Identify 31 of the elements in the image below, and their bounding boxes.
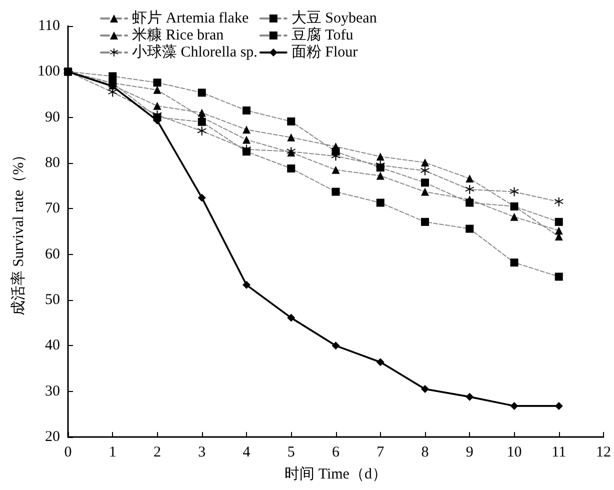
- y-tick-label: 30: [45, 383, 60, 400]
- x-tick-label: 7: [376, 444, 385, 460]
- y-tick-label: 110: [38, 18, 60, 34]
- legend-label: 面粉 Flour: [291, 44, 358, 60]
- x-tick-label: 1: [108, 444, 116, 460]
- y-tick-label: 60: [45, 246, 60, 262]
- y-tick-label: 40: [45, 338, 60, 354]
- y-tick-label: 20: [45, 429, 60, 445]
- legend-label: 米糠 Rice bran: [132, 26, 224, 44]
- legend-label: 小球藻 Chlorella sp.: [132, 44, 258, 60]
- x-tick-label: 6: [332, 444, 340, 460]
- y-tick-label: 90: [45, 109, 60, 126]
- legend-label: 大豆 Soybean: [291, 10, 378, 26]
- x-tick-label: 2: [154, 444, 161, 460]
- x-tick-label: 8: [421, 444, 429, 460]
- y-tick-label: 50: [45, 292, 60, 308]
- x-tick-label: 4: [242, 444, 251, 460]
- x-tick-label: 11: [552, 444, 566, 460]
- x-axis-title: 时间 Time（d）: [284, 466, 387, 482]
- y-tick-label: 70: [45, 200, 60, 217]
- legend-label: 豆腐 Tofu: [291, 26, 354, 44]
- x-tick-label: 12: [596, 444, 611, 460]
- x-tick-label: 10: [506, 444, 522, 460]
- y-axis-title: 成活率 Survival rate（%）: [10, 147, 28, 316]
- x-tick-label: 9: [466, 444, 474, 460]
- x-tick-label: 0: [64, 444, 72, 460]
- y-tick-label: 100: [38, 64, 60, 80]
- x-tick-label: 5: [287, 444, 295, 460]
- y-tick-label: 80: [45, 155, 60, 171]
- x-tick-label: 3: [198, 444, 206, 460]
- legend-label: 虾片 Artemia flake: [132, 10, 249, 26]
